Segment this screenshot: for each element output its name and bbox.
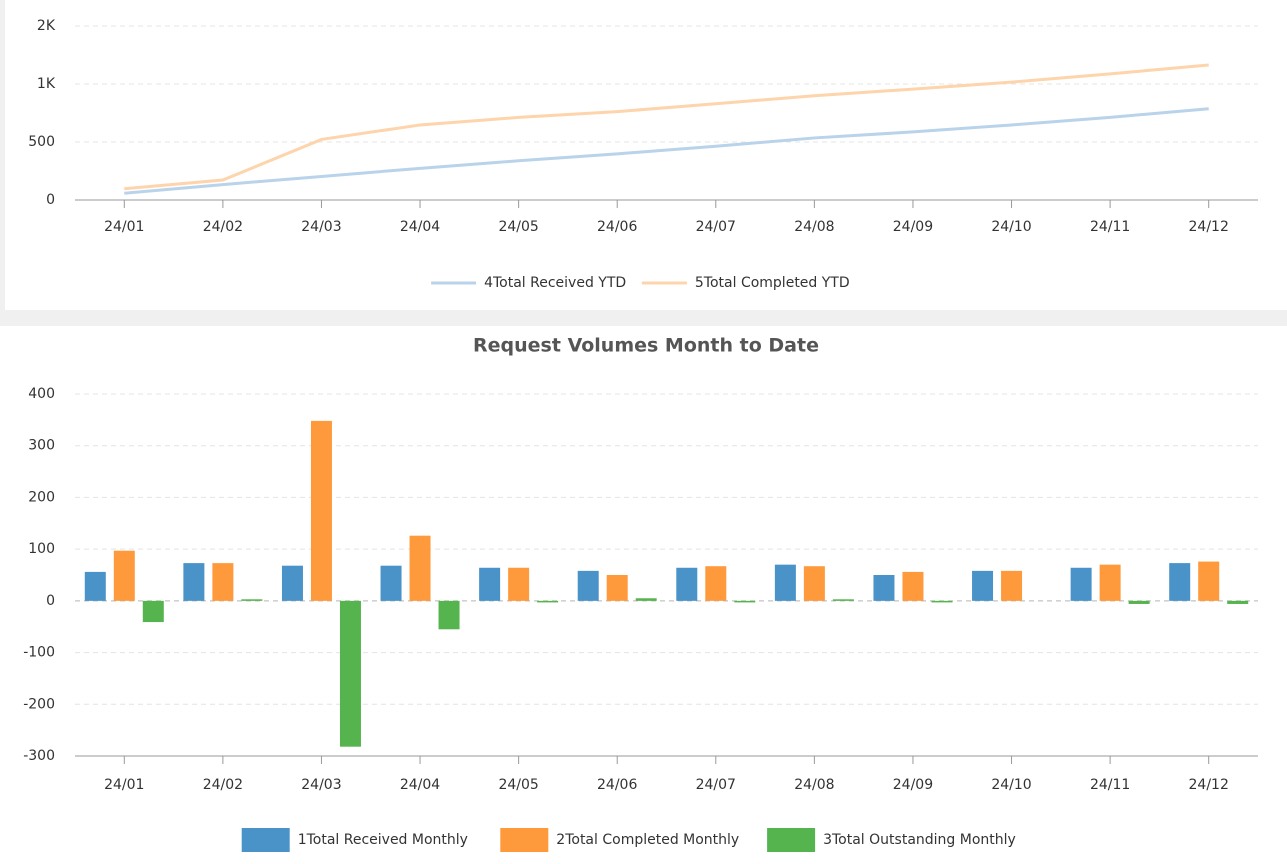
bar [635, 598, 657, 601]
legend-swatch [500, 828, 549, 852]
legend-label: 3Total Outstanding Monthly [823, 832, 1016, 848]
bar [409, 535, 431, 601]
y-tick-label: -200 [23, 696, 55, 712]
x-tick-label: 24/11 [1090, 219, 1130, 235]
bar [606, 575, 628, 601]
x-tick-label: 24/04 [400, 777, 440, 793]
y-tick-label: -100 [23, 645, 55, 661]
bar [734, 600, 756, 603]
bar [84, 571, 106, 601]
bar [931, 600, 953, 603]
y-tick-label: 1K [37, 76, 56, 92]
bar [774, 564, 796, 601]
x-tick-label: 24/10 [991, 777, 1031, 793]
bar [537, 600, 559, 603]
legend-swatch [767, 828, 816, 852]
bar [339, 600, 361, 747]
bar [972, 570, 994, 601]
bar [310, 420, 332, 601]
legend-label: 1Total Received Monthly [298, 832, 468, 848]
bar [183, 563, 205, 601]
x-tick-label: 24/06 [597, 777, 637, 793]
x-tick-label: 24/01 [104, 777, 144, 793]
bar [479, 567, 501, 601]
bar [508, 567, 530, 601]
x-tick-label: 24/05 [498, 777, 538, 793]
x-tick-label: 24/07 [696, 219, 736, 235]
bar [380, 565, 402, 601]
legend-label: 5Total Completed YTD [695, 275, 850, 291]
bar [873, 575, 895, 601]
y-tick-label: 500 [28, 134, 55, 150]
x-tick-label: 24/09 [893, 219, 933, 235]
x-tick-label: 24/05 [498, 219, 538, 235]
legend-swatch [241, 828, 290, 852]
y-tick-label: 100 [28, 541, 55, 557]
bar [705, 566, 727, 601]
bar [803, 566, 825, 601]
x-tick-label: 24/03 [301, 777, 341, 793]
bar [241, 599, 263, 601]
bar [1001, 570, 1023, 601]
x-tick-label: 24/01 [104, 219, 144, 235]
card [5, 0, 1287, 310]
bar [1128, 600, 1150, 604]
bar [1070, 567, 1092, 601]
y-tick-label: -300 [23, 748, 55, 764]
bar [1227, 600, 1249, 604]
x-tick-label: 24/12 [1189, 777, 1229, 793]
bar [1099, 564, 1121, 601]
y-tick-label: 0 [46, 593, 55, 609]
bar [438, 600, 460, 630]
bar [832, 599, 854, 601]
line [124, 107, 1209, 195]
x-tick-label: 24/02 [203, 219, 243, 235]
chart-title: Request Volumes Month to Date [473, 335, 819, 357]
x-tick-label: 24/02 [203, 777, 243, 793]
bar [281, 565, 303, 601]
x-tick-label: 24/08 [794, 219, 834, 235]
bar [1198, 561, 1220, 601]
x-tick-label: 24/09 [893, 777, 933, 793]
x-tick-label: 24/04 [400, 219, 440, 235]
x-tick-label: 24/10 [991, 219, 1031, 235]
bar [577, 570, 599, 601]
bar [902, 571, 924, 601]
legend-label: 4Total Received YTD [484, 275, 626, 291]
bar [212, 563, 234, 601]
x-tick-label: 24/07 [696, 777, 736, 793]
legend-label: 2Total Completed Monthly [556, 832, 739, 848]
x-tick-label: 24/06 [597, 219, 637, 235]
y-tick-label: 200 [28, 489, 55, 505]
y-tick-label: 300 [28, 438, 55, 454]
x-tick-label: 24/08 [794, 777, 834, 793]
line [124, 63, 1209, 191]
y-tick-label: 2K [37, 18, 56, 34]
x-tick-label: 24/03 [301, 219, 341, 235]
bar [113, 550, 135, 601]
x-tick-label: 24/11 [1090, 777, 1130, 793]
bar [142, 600, 164, 623]
y-tick-label: 400 [28, 386, 55, 402]
bar [1169, 563, 1191, 601]
y-tick-label: 0 [46, 192, 55, 208]
bar [676, 567, 698, 601]
x-tick-label: 24/12 [1189, 219, 1229, 235]
